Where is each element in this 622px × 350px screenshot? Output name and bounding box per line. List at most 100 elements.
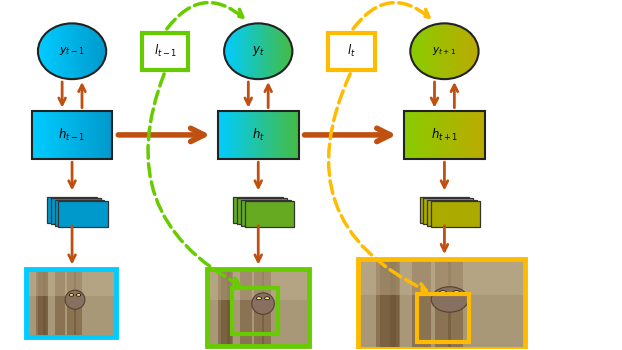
Bar bbox=[410, 111, 412, 159]
Bar bbox=[252, 111, 254, 159]
Bar bbox=[232, 111, 234, 159]
Bar bbox=[86, 26, 88, 76]
Bar bbox=[458, 111, 459, 159]
Bar bbox=[427, 199, 476, 226]
Bar bbox=[108, 111, 109, 159]
Bar bbox=[44, 111, 45, 159]
Bar bbox=[100, 35, 101, 67]
Bar bbox=[471, 35, 473, 67]
Bar bbox=[226, 269, 233, 346]
Bar bbox=[455, 25, 457, 77]
Bar bbox=[82, 25, 84, 78]
Bar bbox=[236, 111, 238, 159]
Bar bbox=[419, 111, 421, 159]
Bar bbox=[289, 111, 291, 159]
Bar bbox=[434, 25, 435, 78]
Bar bbox=[45, 33, 47, 70]
Bar bbox=[273, 26, 274, 76]
Bar bbox=[228, 38, 229, 64]
Bar bbox=[455, 25, 456, 78]
Bar bbox=[75, 111, 77, 159]
Bar bbox=[429, 111, 431, 159]
Bar bbox=[412, 111, 414, 159]
Bar bbox=[267, 25, 269, 78]
Bar bbox=[448, 259, 463, 349]
Bar bbox=[67, 23, 68, 79]
Bar bbox=[233, 111, 234, 159]
Bar bbox=[35, 111, 36, 159]
Bar bbox=[81, 111, 83, 159]
Bar bbox=[292, 111, 293, 159]
Bar bbox=[74, 111, 76, 159]
Bar bbox=[267, 25, 268, 78]
Bar bbox=[47, 197, 97, 223]
Bar bbox=[459, 26, 460, 76]
Bar bbox=[104, 42, 105, 60]
Bar bbox=[53, 111, 55, 159]
Bar bbox=[287, 37, 289, 65]
Bar bbox=[266, 111, 267, 159]
Bar bbox=[285, 34, 286, 68]
Bar bbox=[87, 111, 89, 159]
Bar bbox=[448, 111, 450, 159]
Bar bbox=[225, 111, 226, 159]
Text: $l_{t-1}$: $l_{t-1}$ bbox=[154, 43, 177, 59]
Bar bbox=[54, 111, 55, 159]
Bar bbox=[468, 111, 469, 159]
Bar bbox=[425, 28, 426, 75]
Bar bbox=[279, 111, 281, 159]
Bar bbox=[61, 25, 62, 78]
Bar bbox=[479, 111, 480, 159]
Bar bbox=[110, 111, 112, 159]
Bar bbox=[225, 43, 226, 60]
Bar bbox=[412, 41, 414, 62]
Circle shape bbox=[77, 294, 81, 296]
Bar bbox=[68, 111, 70, 159]
Bar bbox=[434, 111, 436, 159]
Bar bbox=[234, 31, 236, 72]
Bar bbox=[422, 111, 424, 159]
Bar bbox=[276, 111, 278, 159]
Bar bbox=[228, 111, 230, 159]
Bar bbox=[466, 30, 467, 72]
Bar bbox=[448, 23, 449, 79]
Bar bbox=[258, 111, 259, 159]
Bar bbox=[52, 28, 53, 74]
Bar bbox=[230, 36, 231, 67]
Bar bbox=[223, 111, 225, 159]
Bar bbox=[254, 269, 264, 346]
Bar bbox=[428, 26, 430, 76]
Bar bbox=[237, 198, 287, 224]
Bar bbox=[65, 24, 67, 79]
Bar bbox=[442, 23, 443, 79]
Bar bbox=[238, 28, 239, 74]
Bar bbox=[462, 27, 463, 75]
Bar bbox=[32, 111, 113, 159]
Bar bbox=[270, 25, 272, 77]
Bar bbox=[38, 111, 39, 159]
Bar bbox=[58, 111, 60, 159]
Bar bbox=[421, 111, 423, 159]
Bar bbox=[55, 269, 65, 337]
Bar bbox=[236, 29, 238, 73]
Bar bbox=[455, 111, 457, 159]
Bar bbox=[454, 25, 455, 78]
Bar bbox=[434, 111, 435, 159]
Bar bbox=[450, 24, 451, 79]
Bar bbox=[71, 23, 73, 79]
Bar bbox=[240, 27, 242, 75]
Bar bbox=[244, 111, 246, 159]
Bar bbox=[463, 111, 465, 159]
Bar bbox=[26, 269, 116, 337]
Bar bbox=[74, 23, 75, 79]
Bar bbox=[473, 36, 474, 66]
Bar bbox=[457, 25, 458, 77]
Bar bbox=[463, 28, 465, 74]
Bar bbox=[476, 42, 478, 60]
Bar bbox=[237, 111, 239, 159]
Bar bbox=[439, 24, 440, 79]
Bar bbox=[476, 111, 478, 159]
Bar bbox=[415, 36, 417, 67]
Bar bbox=[207, 269, 309, 346]
Bar bbox=[75, 23, 77, 79]
